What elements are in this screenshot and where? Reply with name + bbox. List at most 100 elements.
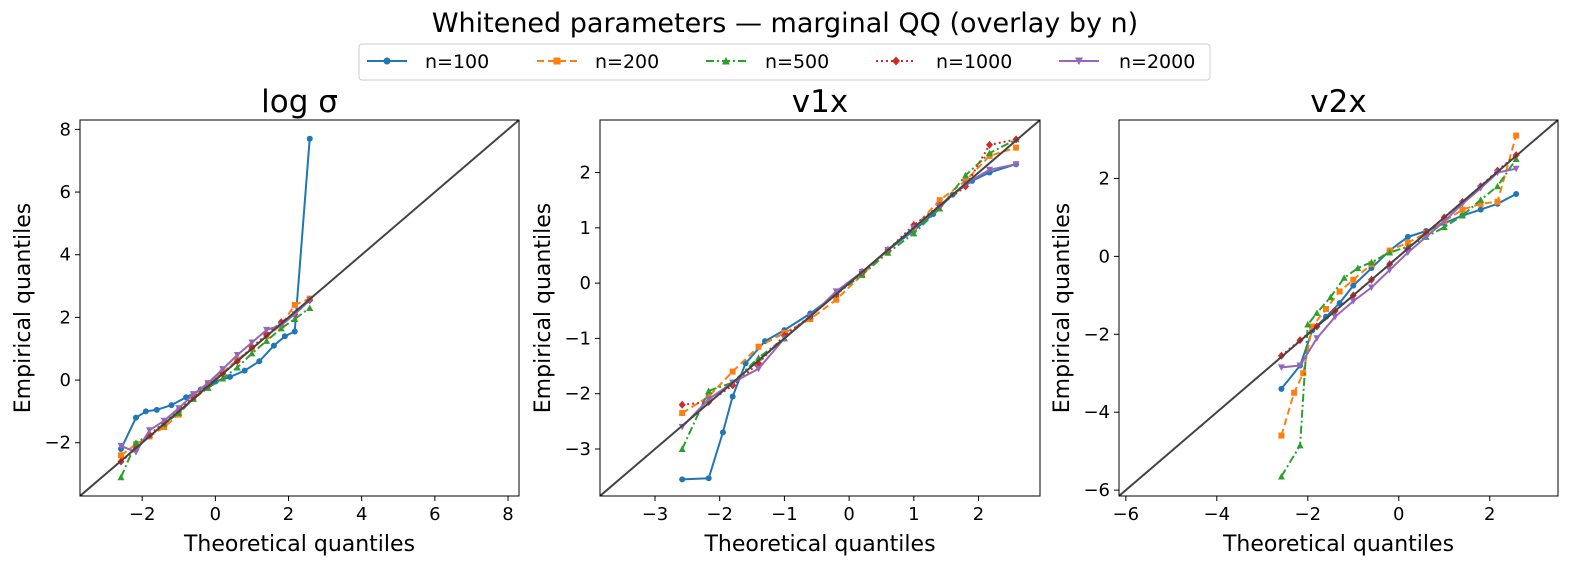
y-tick-label: 0 — [60, 370, 71, 391]
data-point — [248, 339, 256, 346]
axes-frame — [1118, 119, 1559, 497]
reference-line — [1119, 120, 1558, 496]
data-point — [1336, 288, 1343, 295]
data-point — [1386, 267, 1394, 274]
data-point — [263, 337, 271, 344]
x-tick-label: 8 — [502, 504, 513, 525]
panel-v1x: −3 −2 −1 0 1 2 −3 −2 −1 0 1 2 v1x Theoretical quantil… — [531, 84, 1041, 557]
legend-marker-n1000 — [892, 56, 900, 66]
y-tick-label: 0 — [1099, 246, 1110, 267]
series-line-n200 — [1280, 135, 1518, 436]
x-tick-label: 2 — [1484, 504, 1495, 525]
data-point — [226, 373, 233, 380]
data-point — [910, 229, 918, 237]
data-point — [291, 315, 299, 322]
series-n100 — [117, 135, 313, 452]
data-point — [1327, 293, 1335, 301]
y-tick-label: 0 — [580, 273, 591, 294]
x-axis-label: Theoretical quantiles — [183, 532, 415, 557]
data-point — [142, 408, 149, 415]
x-tick-label: 1 — [908, 504, 919, 525]
x-tick-label: −2 — [1295, 504, 1322, 525]
x-tick-label: 0 — [843, 504, 854, 525]
y-tick-label: −6 — [1083, 480, 1110, 501]
data-point — [1513, 132, 1520, 139]
series-n200 — [1278, 132, 1520, 439]
x-tick-label: 0 — [1393, 504, 1404, 525]
data-point — [1404, 239, 1411, 246]
data-point — [263, 326, 271, 334]
y-tick-label: −3 — [564, 439, 591, 460]
x-tick-label: 6 — [429, 504, 440, 525]
y-axis-label: Empirical quantiles — [1050, 203, 1075, 413]
data-point — [204, 380, 212, 387]
data-point — [729, 393, 736, 400]
series-line-n2000 — [1281, 167, 1517, 369]
data-point — [281, 333, 288, 340]
data-point — [1404, 233, 1411, 240]
reference-line — [600, 120, 1040, 496]
legend-entry-n500: n=500 — [706, 51, 829, 73]
y-tick-label: −1 — [564, 328, 591, 349]
data-point — [256, 358, 263, 365]
y-axis-label: Empirical quantiles — [11, 203, 36, 413]
data-point — [1012, 161, 1020, 168]
data-point — [1277, 473, 1285, 480]
data-point — [986, 166, 994, 174]
data-point — [1291, 389, 1298, 396]
data-point — [1354, 264, 1362, 272]
data-point — [219, 375, 227, 382]
data-point — [270, 342, 277, 349]
series-n1000 — [678, 135, 1020, 409]
data-point — [219, 366, 227, 373]
data-point — [1367, 284, 1375, 292]
legend-entry-n2000: n=2000 — [1059, 51, 1195, 73]
data-point — [1296, 362, 1304, 369]
data-point — [832, 288, 840, 295]
y-tick-label: −2 — [564, 384, 591, 405]
data-point — [705, 387, 713, 394]
data-point — [1350, 282, 1357, 289]
legend-entry-n1000: n=1000 — [876, 51, 1012, 73]
data-point — [705, 396, 713, 403]
x-tick-label: −2 — [706, 504, 733, 525]
y-tick-label: −2 — [1083, 324, 1110, 345]
data-point — [679, 476, 686, 483]
data-point — [1322, 305, 1329, 312]
series-n2000 — [678, 161, 1020, 431]
data-point — [1277, 364, 1285, 371]
data-point — [248, 349, 256, 357]
axes-frame — [599, 119, 1041, 497]
x-tick-label: −6 — [1113, 504, 1140, 525]
data-point — [233, 352, 241, 359]
data-point — [1278, 385, 1285, 392]
x-tick-label: 4 — [356, 504, 367, 525]
data-point — [291, 301, 298, 308]
legend-label-n100: n=100 — [425, 51, 489, 73]
data-point — [241, 367, 248, 374]
series-line-n500 — [1280, 158, 1517, 478]
reference-line — [80, 120, 519, 496]
y-tick-label: −2 — [44, 433, 71, 454]
series-line-n500 — [681, 138, 1017, 450]
legend-marker-n500 — [722, 57, 730, 65]
data-point — [117, 442, 125, 450]
data-point — [1013, 144, 1020, 151]
data-point — [306, 135, 313, 142]
data-point — [755, 343, 762, 350]
data-point — [1349, 298, 1357, 305]
data-point — [153, 406, 160, 413]
legend-label-n200: n=200 — [595, 51, 659, 73]
panel-v2x: −6 −4 −2 0 2 −6 −4 −2 0 2 v2x Theoretical quantiles… — [1050, 84, 1559, 557]
y-tick-label: 2 — [1099, 168, 1110, 189]
x-axis-label: Theoretical quantiles — [703, 532, 935, 557]
data-point — [705, 475, 712, 482]
series-line-n100 — [1280, 193, 1517, 390]
panel-title: log σ — [261, 84, 338, 120]
data-point — [679, 410, 686, 417]
data-point — [1313, 309, 1321, 316]
data-point — [132, 414, 139, 421]
data-point — [755, 365, 763, 373]
legend-entry-n200: n=200 — [537, 51, 659, 73]
